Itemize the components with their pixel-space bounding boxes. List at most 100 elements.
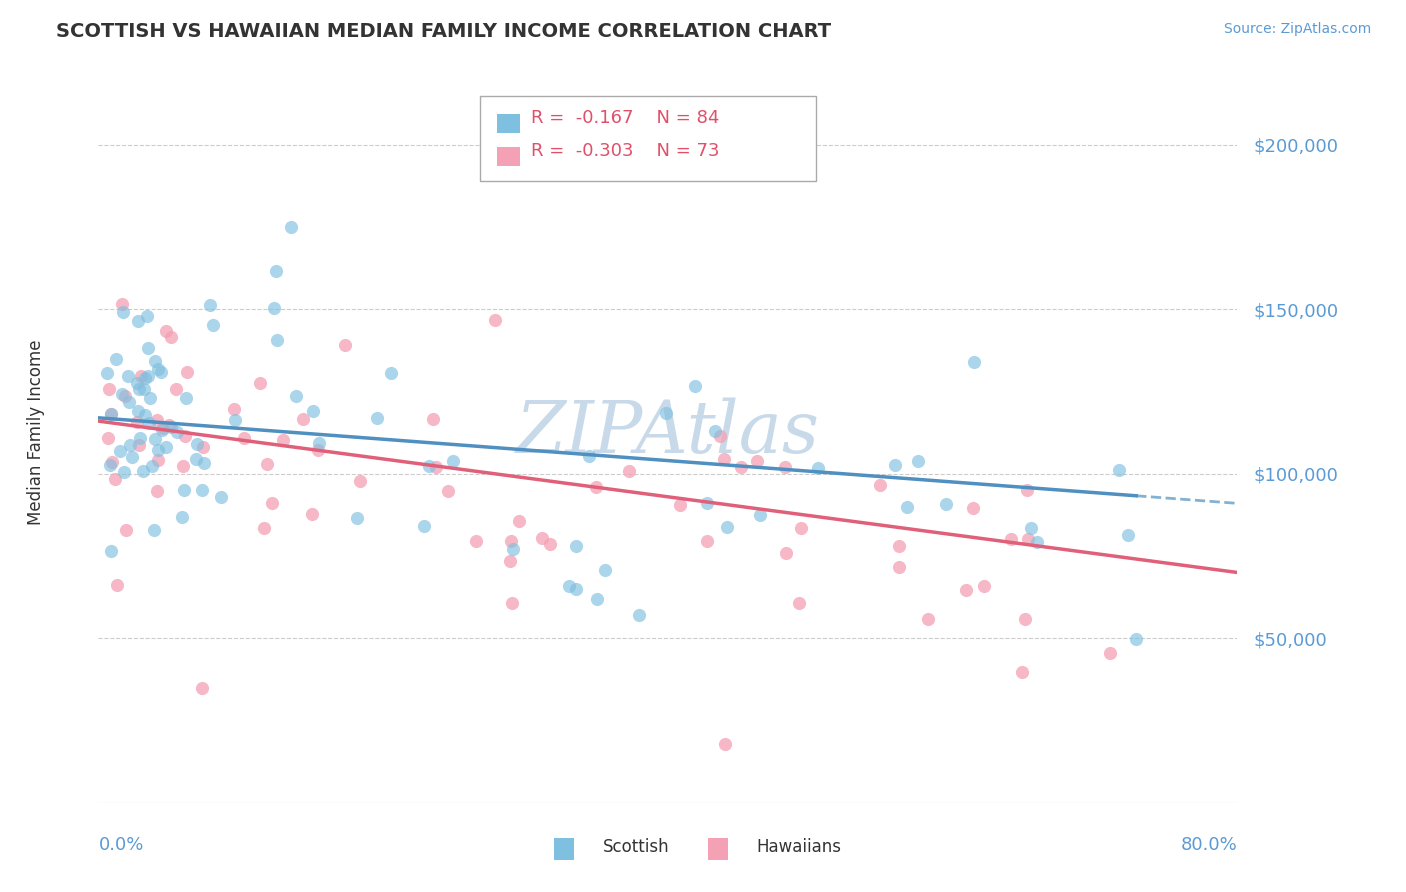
Scottish [132,464,155,478]
Scottish [280,219,302,234]
Scottish [716,520,738,534]
Hawaiians [148,453,170,467]
Scottish [148,362,170,376]
Scottish [138,342,160,356]
Scottish [346,511,368,525]
Scottish [127,404,149,418]
Scottish [748,508,770,522]
Hawaiians [105,578,128,592]
Scottish [134,371,156,385]
Hawaiians [191,681,214,695]
Scottish [1019,521,1042,535]
Hawaiians [176,366,198,380]
Scottish [209,490,232,504]
Hawaiians [172,458,194,473]
Scottish [896,500,918,515]
Text: Scottish: Scottish [603,838,669,856]
Scottish [160,420,183,434]
Scottish [557,579,579,593]
Scottish [655,406,678,420]
Text: R =  -0.167    N = 84: R = -0.167 N = 84 [531,109,720,127]
Scottish [138,417,160,431]
Scottish [111,305,134,319]
Scottish [502,541,524,556]
Scottish [139,391,162,405]
Scottish [142,523,165,537]
Hawaiians [499,533,522,548]
Scottish [134,408,156,422]
Text: 0.0%: 0.0% [98,836,143,855]
Scottish [150,423,173,437]
Scottish [935,497,957,511]
Scottish [141,459,163,474]
Scottish [366,410,388,425]
Hawaiians [101,455,124,469]
Scottish [585,591,607,606]
Hawaiians [291,412,314,426]
Scottish [121,450,143,464]
Hawaiians [790,521,813,535]
Hawaiians [499,554,522,568]
Hawaiians [256,457,278,471]
Scottish [111,387,134,401]
Hawaiians [714,737,737,751]
Hawaiians [501,596,523,610]
Text: ZIPAtlas: ZIPAtlas [516,397,820,468]
Hawaiians [1000,532,1022,546]
Hawaiians [747,454,769,468]
Hawaiians [114,389,136,403]
Text: Source: ZipAtlas.com: Source: ZipAtlas.com [1223,22,1371,37]
Scottish [380,366,402,380]
Hawaiians [260,496,283,510]
Scottish [198,298,221,312]
Scottish [143,432,166,446]
Scottish [96,366,118,380]
Hawaiians [437,483,460,498]
Text: SCOTTISH VS HAWAIIAN MEDIAN FAMILY INCOME CORRELATION CHART: SCOTTISH VS HAWAIIAN MEDIAN FAMILY INCOM… [56,22,831,41]
Hawaiians [100,407,122,421]
Scottish [128,382,150,396]
Scottish [302,404,325,418]
Scottish [132,382,155,396]
Scottish [117,394,139,409]
Hawaiians [349,474,371,488]
Scottish [128,431,150,445]
Hawaiians [152,421,174,435]
Text: 80.0%: 80.0% [1181,836,1237,855]
Hawaiians [869,478,891,492]
Hawaiians [709,429,731,443]
Hawaiians [538,536,561,550]
Hawaiians [619,465,641,479]
Hawaiians [253,521,276,535]
Hawaiians [1015,483,1038,498]
Hawaiians [530,531,553,545]
Bar [707,838,728,860]
Hawaiians [165,382,187,396]
Hawaiians [713,452,735,467]
Scottish [190,483,212,497]
Scottish [413,519,436,533]
Scottish [807,461,830,475]
Hawaiians [1014,612,1036,626]
Scottish [907,454,929,468]
Scottish [683,379,706,393]
Scottish [1116,528,1139,542]
Hawaiians [775,546,797,560]
Scottish [884,458,907,472]
Scottish [138,369,160,384]
Hawaiians [129,368,152,383]
Scottish [193,456,215,470]
Hawaiians [125,415,148,429]
Scottish [135,309,157,323]
Scottish [1025,535,1047,549]
Bar [498,147,520,166]
Hawaiians [301,507,323,521]
Text: Hawaiians: Hawaiians [756,838,842,856]
Scottish [308,436,330,450]
Scottish [149,366,172,380]
Hawaiians [669,498,692,512]
Hawaiians [955,582,977,597]
Scottish [264,263,287,277]
Bar [498,113,520,133]
Scottish [285,389,308,403]
